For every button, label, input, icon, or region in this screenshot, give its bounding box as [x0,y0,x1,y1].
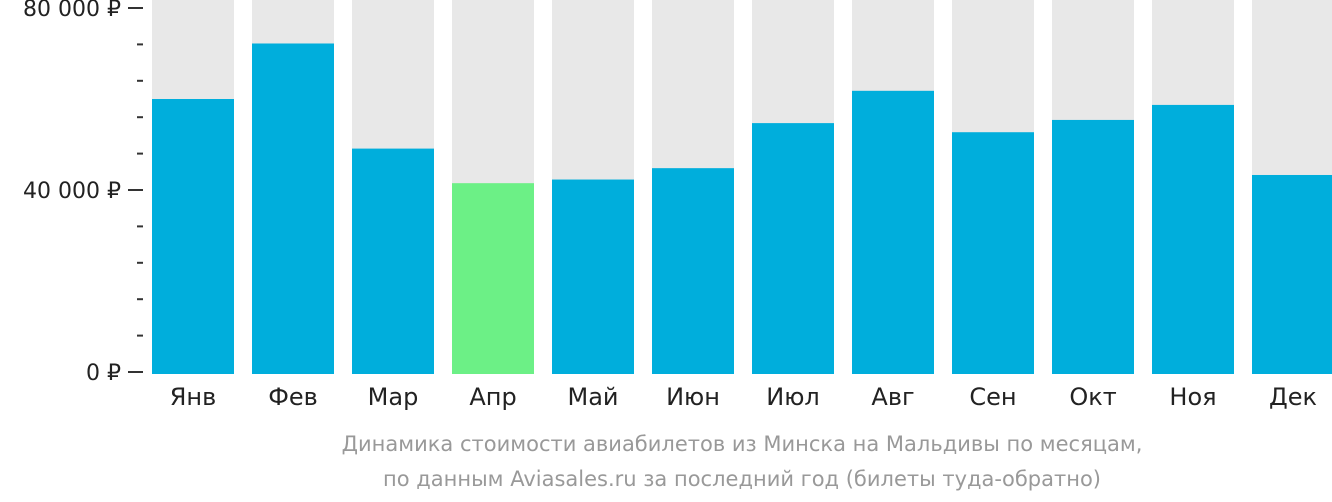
bar-3 [452,183,534,374]
bar-1 [252,43,334,375]
y-tick-label-2: 0 ₽ [86,361,121,386]
x-tick-label-0: Янв [170,383,217,411]
bar-10 [1152,104,1234,374]
bar-9 [1052,119,1134,375]
bar-8 [952,132,1034,374]
chart-caption-line-1: Динамика стоимости авиабилетов из Минска… [341,432,1143,456]
bar-4 [552,179,634,374]
bar-5 [652,168,734,374]
chart-caption-line-2: по данным Aviasales.ru за последний год … [383,467,1101,491]
x-tick-label-9: Окт [1069,383,1116,411]
bar-2 [352,148,434,374]
x-tick-label-11: Дек [1269,383,1317,411]
x-tick-label-7: Авг [871,383,914,411]
bar-6 [752,123,834,375]
bar-11 [1252,174,1332,374]
x-tick-label-8: Сен [969,383,1016,411]
x-tick-label-4: Май [567,383,618,411]
x-tick-label-2: Мар [368,383,419,411]
bar-7 [852,90,934,374]
x-tick-label-5: Июн [666,383,720,411]
bar-0 [152,99,234,374]
x-tick-label-10: Ноя [1169,383,1216,411]
x-tick-label-3: Апр [469,383,516,411]
x-tick-label-1: Фев [268,383,318,411]
y-tick-label-1: 40 000 ₽ [23,179,121,204]
y-tick-label-0: 80 000 ₽ [23,0,121,22]
x-tick-label-6: Июл [766,383,820,411]
